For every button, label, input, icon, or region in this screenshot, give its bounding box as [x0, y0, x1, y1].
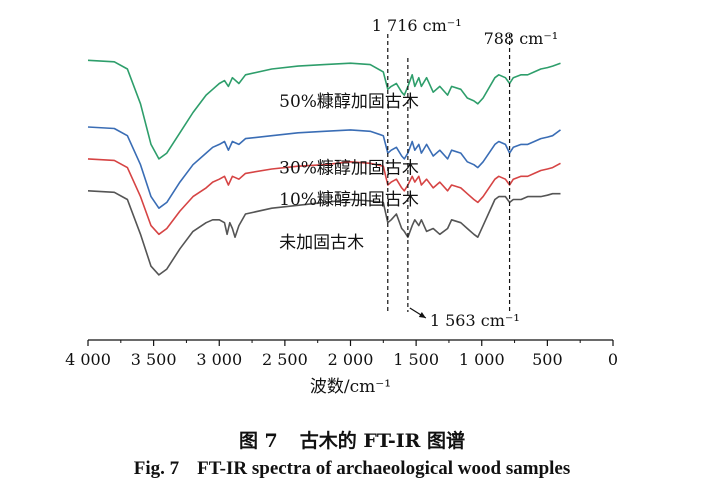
x-tick-label-5: 1 500: [393, 350, 439, 369]
series-line-4: [87, 190, 561, 276]
x-tick-label-0: 4 000: [65, 350, 111, 369]
x-tick-label-1: 3 500: [131, 350, 177, 369]
x-axis: 4 000 3 500 3 000 2 500 2 000 1 500 1 000 500 0 波…: [65, 339, 618, 397]
x-tick-label-2: 3 000: [196, 350, 242, 369]
series-line-3: [87, 158, 561, 236]
x-axis-label: 波数/cm⁻¹: [310, 377, 391, 397]
caption-cn-text: 古木的 FT-IR 图谱: [299, 430, 466, 452]
series-label-3: 10%糠醇加固古木: [279, 189, 419, 210]
reference-lines: 1 716 cm⁻¹ 788 cm⁻¹ 1 563 cm⁻¹: [372, 16, 558, 330]
caption-en-text: FT-IR spectra of archaeological wood sam…: [197, 458, 571, 479]
x-tick-label-4: 2 000: [328, 350, 374, 369]
x-tick-label-6: 1 000: [459, 350, 505, 369]
ref-arrowhead-1563: [418, 312, 426, 318]
caption-cn-number: 图 7: [238, 430, 278, 452]
caption-en-number: Fig. 7: [133, 458, 180, 479]
x-tick-label-8: 0: [608, 350, 618, 369]
spectra-curves: [87, 59, 561, 276]
figure-caption-en: Fig. 7 FT-IR spectra of archaeological wo…: [0, 458, 704, 480]
series-label-1: 50%糠醇加固古木: [279, 91, 419, 112]
x-tick-label-3: 2 500: [262, 350, 308, 369]
series-line-2: [87, 126, 561, 209]
x-tick-label-7: 500: [532, 350, 563, 369]
figure-caption-cn: 图 7 古木的 FT-IR 图谱: [0, 426, 704, 453]
ftir-chart: 1 716 cm⁻¹ 788 cm⁻¹ 1 563 cm⁻¹ 4 000 3 500 3…: [65, 16, 618, 397]
series-line-1: [87, 59, 561, 160]
ref-label-1716: 1 716 cm⁻¹: [372, 16, 462, 35]
ref-label-1563: 1 563 cm⁻¹: [430, 311, 520, 330]
series-label-4: 未加固古木: [279, 233, 364, 253]
series-label-2: 30%糠醇加固古木: [279, 158, 419, 179]
ref-label-788: 788 cm⁻¹: [484, 29, 559, 48]
